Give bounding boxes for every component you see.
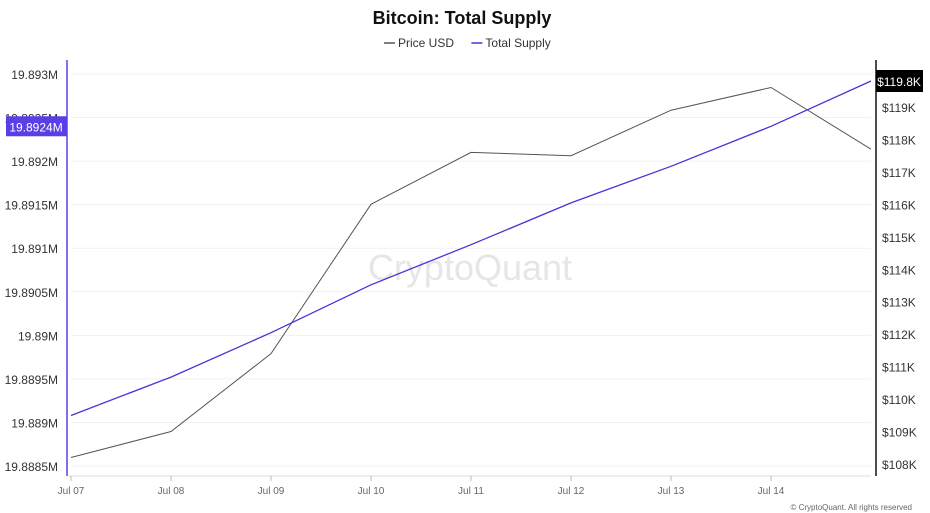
current-right-badge xyxy=(876,70,923,92)
left-tick-label: 19.8885M xyxy=(5,460,58,474)
right-tick-label: $109K xyxy=(882,426,917,440)
axes: Jul 07 Jul 08 Jul 09 Jul 10 Jul 11 Jul 12 Jul … xyxy=(5,60,923,497)
x-tick-label: Jul 11 xyxy=(458,486,484,497)
legend: Price USD Total Supply xyxy=(384,36,551,50)
right-tick-label: $114K xyxy=(882,263,916,277)
x-tick-label: Jul 07 xyxy=(58,486,85,497)
right-tick-label: $118K xyxy=(882,133,916,147)
right-tick-label: $111K xyxy=(882,361,915,375)
x-tick-label: Jul 13 xyxy=(658,486,685,497)
x-tick-label: Jul 10 xyxy=(358,486,385,497)
legend-entry: Total Supply xyxy=(485,36,550,50)
chart-title: Bitcoin: Total Supply xyxy=(373,8,552,28)
left-tick-label: 19.89M xyxy=(18,329,58,343)
legend-entry: Price USD xyxy=(398,36,454,50)
current-left-label: 19.8924M xyxy=(9,120,62,134)
x-tick-label: Jul 14 xyxy=(758,486,785,497)
watermark: CryptoQuant xyxy=(368,247,572,288)
x-tick-label: Jul 12 xyxy=(558,486,585,497)
series-line-total-supply xyxy=(70,80,872,417)
x-tick-label: Jul 08 xyxy=(158,486,185,497)
current-right-label: $119.8K xyxy=(877,75,921,89)
left-tick-label: 19.8905M xyxy=(5,286,58,300)
right-tick-label: $115K xyxy=(882,231,916,245)
left-tick-label: 19.893M xyxy=(11,68,58,82)
left-tick-label: 19.891M xyxy=(11,242,58,256)
left-tick-label: 19.8915M xyxy=(5,199,58,213)
right-tick-label: $110K xyxy=(882,393,916,407)
right-tick-label: $112K xyxy=(882,328,916,342)
grid xyxy=(71,73,871,467)
current-left-badge xyxy=(6,116,67,137)
right-tick-label: $108K xyxy=(882,458,917,472)
copyright-text: © CryptoQuant. All rights reserved xyxy=(791,503,913,512)
series-line-price-usd xyxy=(70,86,872,458)
right-tick-label: $113K xyxy=(882,296,916,310)
right-tick-label: $119K xyxy=(882,101,916,115)
x-tick-label: Jul 09 xyxy=(258,486,285,497)
left-tick-label: 19.892M xyxy=(11,155,58,169)
left-tick-label: 19.8895M xyxy=(5,373,58,387)
right-tick-label: $117K xyxy=(882,166,916,180)
series-layer xyxy=(70,80,872,458)
right-tick-label: $116K xyxy=(882,198,916,212)
left-tick-label: 19.889M xyxy=(11,416,58,430)
